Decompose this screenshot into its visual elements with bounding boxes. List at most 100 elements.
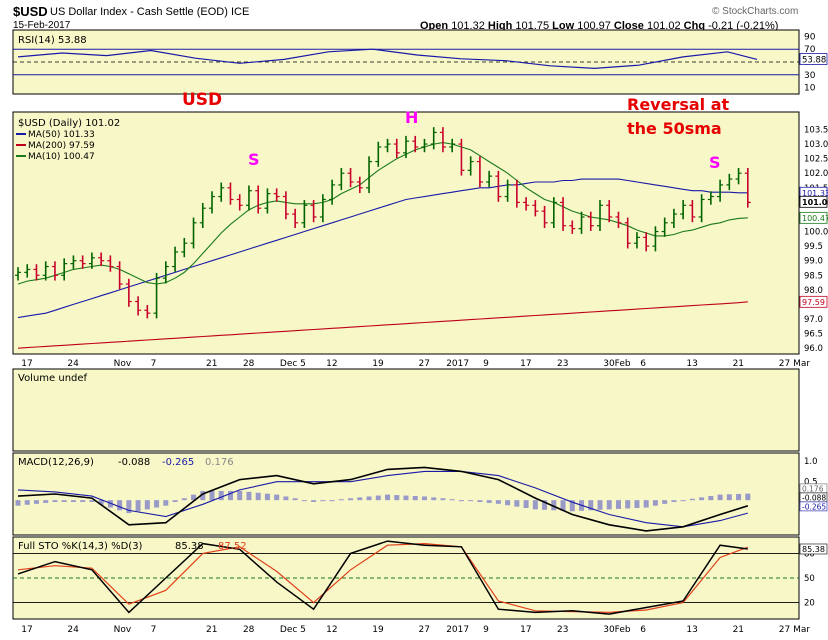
macd-histogram-bar: [385, 494, 391, 501]
price-x-tick-label: 12: [326, 359, 337, 369]
macd-histogram-bar: [61, 500, 67, 502]
macd-histogram-bar: [98, 500, 104, 505]
macd-histogram-bar: [52, 500, 58, 502]
macd-legend-hist: 0.176: [205, 457, 234, 468]
bottom-x-tick-label: 30Feb: [603, 625, 631, 635]
annotation-text: H: [405, 108, 418, 127]
high-value: 101.75: [515, 20, 550, 32]
macd-histogram-bar: [255, 492, 261, 501]
sto-k-value-box: [799, 543, 828, 555]
macd-histogram-bar: [33, 500, 39, 504]
rsi-tick-label: 30: [804, 71, 816, 81]
chg-value: -0.21 (-0.21%): [708, 20, 779, 32]
macd-histogram-bar: [523, 500, 529, 508]
bottom-x-tick-label: 17: [520, 625, 531, 635]
macd-signal-value-label: -0.265: [802, 502, 826, 511]
macd-histogram-bar: [468, 500, 474, 502]
macd-histogram-bar: [606, 500, 612, 510]
price-tick-label: 96.5: [804, 330, 823, 340]
bottom-x-tick-label: 12: [326, 625, 337, 635]
price-x-tick-label: 6: [640, 359, 646, 369]
ma10-legend: MA(10) 100.47: [28, 152, 95, 162]
price-x-tick-label: 17: [21, 359, 32, 369]
macd-signal-line: [17, 470, 748, 528]
macd-histogram-bar: [348, 498, 354, 501]
macd-histogram-bar: [560, 500, 566, 511]
macd-hist-value-label: 0.176: [802, 484, 824, 493]
macd-panel: [12, 452, 800, 536]
macd-histogram-bar: [431, 497, 437, 501]
macd-histogram-bar: [126, 500, 132, 514]
macd-histogram-bar: [209, 490, 215, 501]
macd-histogram-bar: [532, 500, 538, 510]
macd-histogram-bar: [375, 495, 381, 501]
macd-histogram-bar: [542, 500, 548, 510]
low-label: Low: [552, 20, 575, 32]
close-label: Close: [613, 20, 644, 32]
bottom-x-tick-label: 19: [372, 625, 384, 635]
ma200-value-label: 97.59: [802, 298, 825, 307]
open-value: 101.32: [451, 20, 485, 32]
macd-histogram-bar: [218, 490, 224, 501]
price-tick-label: 99.5: [804, 242, 823, 252]
chg-label: Chg: [683, 20, 706, 32]
macd-tick-label: 1.0: [804, 457, 818, 467]
price-tick-label: 103.0: [804, 140, 828, 150]
macd-histogram-bar: [394, 495, 400, 501]
rsi-value-box: [799, 53, 828, 65]
price-tick-label: 98.0: [804, 286, 823, 296]
macd-histogram-bar: [24, 500, 30, 505]
macd-histogram-bar: [652, 500, 658, 506]
bottom-x-tick-label: 21: [733, 625, 744, 635]
macd-histogram-bar: [597, 500, 603, 510]
annotation-text: the 50sma: [627, 119, 722, 138]
price-x-tick-label: 27 Mar: [779, 359, 811, 369]
stockcharts-credit: © StockCharts.com: [712, 6, 799, 17]
price-x-tick-label: 28: [243, 359, 255, 369]
price-tick-label: 97.0: [804, 315, 823, 325]
low-value: 100.97: [577, 20, 611, 32]
macd-legend-signal: -0.265: [162, 457, 194, 468]
price-x-tick-label: 21: [733, 359, 744, 369]
macd-histogram-bar: [717, 494, 723, 501]
bottom-x-tick-label: 2017: [446, 625, 469, 635]
annotation-text: S: [709, 153, 721, 172]
price-tick-label: 96.0: [804, 344, 823, 354]
macd-histogram-bar: [514, 500, 520, 507]
ma10-value-box: [799, 211, 828, 224]
macd-histogram-bar: [708, 495, 714, 501]
ma10-line: [17, 142, 748, 285]
macd-histogram-bar: [477, 500, 483, 502]
macd-histogram-bar: [689, 498, 695, 501]
price-x-tick-label: 24: [67, 359, 79, 369]
macd-signal-value-box: [799, 501, 828, 512]
rsi-value-label: 53.88: [802, 56, 826, 66]
macd-histogram-bar: [80, 500, 86, 502]
price-x-tick-label: Dec 5: [280, 359, 306, 369]
macd-legend-title: MACD(12,26,9): [18, 457, 94, 468]
annotation-text: S: [248, 150, 260, 169]
bottom-x-tick-label: Dec 5: [280, 625, 306, 635]
ma200-legend: MA(200) 97.59: [28, 141, 95, 151]
open-label: Open: [420, 20, 449, 32]
price-tick-label: 100.0: [804, 228, 828, 238]
price-legend-title: $USD (Daily) 101.02: [18, 118, 120, 129]
volume-legend: Volume undef: [18, 373, 88, 384]
macd-histogram-bar: [227, 490, 233, 501]
price-tick-label: 103.5: [804, 125, 828, 135]
macd-histogram-bar: [634, 500, 640, 508]
macd-histogram-bar: [412, 495, 418, 501]
macd-legend-macd: -0.088: [118, 457, 150, 468]
macd-histogram-bar: [551, 500, 557, 511]
price-x-tick-label: Nov: [114, 359, 132, 369]
price-x-tick-label: 7: [151, 359, 157, 369]
macd-histogram-bar: [699, 497, 705, 501]
sto-k-value-label: 85.38: [802, 545, 825, 554]
instrument-description: US Dollar Index - Cash Settle (EOD) ICE: [50, 6, 250, 18]
price-tick-label: 99.0: [804, 257, 823, 267]
macd-histogram-bar: [200, 490, 206, 501]
macd-histogram-bar: [89, 500, 95, 502]
bottom-x-tick-label: 28: [243, 625, 255, 635]
ma50-legend: MA(50) 101.33: [28, 130, 95, 140]
